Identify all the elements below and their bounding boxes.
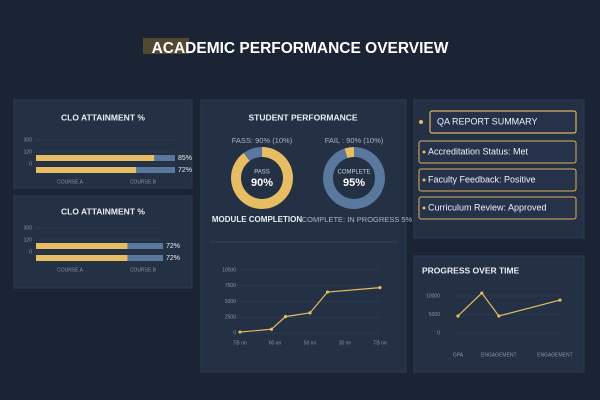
- point: [308, 311, 312, 315]
- center-label: PASS: [254, 170, 270, 176]
- x-tick-label: TB nn: [233, 340, 247, 346]
- title-accent: [143, 38, 189, 54]
- qa-title-box: [429, 110, 577, 134]
- bar: [36, 155, 155, 161]
- panel: [413, 255, 585, 373]
- x-tick-label: 30 nn: [339, 340, 352, 346]
- center-value: 90%: [251, 177, 273, 189]
- bullet: [422, 150, 426, 154]
- category-label: COURSE A: [57, 267, 84, 273]
- chart-title: FAIL : 90% (10%): [325, 136, 384, 145]
- x-tick-label: ENGAGEMENT: [481, 352, 517, 358]
- x-tick-label: 50 nn: [304, 340, 317, 346]
- point: [269, 327, 274, 331]
- y-tick-label: 5000: [225, 299, 236, 305]
- value-label: 72%: [166, 255, 180, 262]
- y-tick-label: 10000: [222, 267, 236, 273]
- bar: [36, 243, 128, 249]
- point: [378, 286, 382, 290]
- panel: [200, 99, 407, 373]
- bar: [36, 255, 128, 261]
- x-tick-label: 60 nn: [269, 340, 282, 346]
- bullet: [422, 206, 426, 210]
- axis-label: 120: [24, 237, 33, 243]
- axis-label: 0: [29, 161, 32, 167]
- y-tick-label: 7500: [225, 283, 236, 289]
- panel-title: STUDENT PERFORMANCE: [248, 112, 357, 122]
- axis-label: 120: [24, 149, 33, 155]
- bar: [36, 167, 137, 173]
- point: [325, 290, 330, 294]
- bullet: [419, 120, 423, 124]
- y-tick-label: 2500: [225, 315, 236, 321]
- qa-item-box: [418, 196, 577, 220]
- point: [558, 298, 562, 302]
- line: [239, 287, 381, 333]
- center-value: 95%: [343, 177, 365, 189]
- category-label: COURSE B: [130, 267, 157, 273]
- x-tick-label: ENGAGEMENT: [537, 352, 573, 358]
- y-tick-label: 0: [233, 330, 236, 336]
- axis-label: 0: [29, 249, 32, 255]
- x-tick-label: GPA: [453, 352, 464, 358]
- qa-item: Curriculum Review: Approved: [428, 202, 547, 212]
- panel: [13, 195, 193, 289]
- category-label: COURSE A: [57, 179, 84, 185]
- axis-label: 300: [24, 225, 33, 231]
- bullet: [422, 178, 426, 182]
- qa-item-box: [418, 140, 577, 164]
- point: [283, 315, 288, 319]
- page-title: ACADEMIC PERFORMANCE OVERVIEW: [152, 40, 449, 57]
- qa-item: Faculty Feedback: Positive: [428, 174, 536, 184]
- y-tick-label: 5000: [429, 312, 440, 318]
- point: [480, 291, 484, 295]
- donut-segment: [243, 147, 263, 162]
- chart-title: CLO ATTAINMENT %: [61, 112, 145, 122]
- qa-item-box: [418, 168, 577, 192]
- donut-segment: [344, 147, 355, 159]
- chart-title: FASS: 90% (10%): [232, 136, 293, 145]
- point: [238, 330, 242, 334]
- y-tick-label: 0: [437, 330, 440, 336]
- y-tick-label: 10000: [426, 293, 440, 299]
- point: [456, 314, 460, 318]
- qa-item: Accreditation Status: Met: [428, 146, 529, 156]
- line: [457, 292, 561, 317]
- panel: [13, 99, 193, 189]
- point: [497, 314, 501, 318]
- value-label: 72%: [178, 167, 192, 174]
- chart-title: PROGRESS OVER TIME: [422, 265, 520, 275]
- caption: MODULE COMPLETION: [212, 215, 302, 224]
- value-label: 72%: [166, 243, 180, 250]
- value-label: 85%: [178, 155, 192, 162]
- caption: COMPLETE: IN PROGRESS 5%: [302, 215, 413, 224]
- qa-title: QA REPORT SUMMARY: [437, 116, 538, 126]
- axis-label: 300: [24, 137, 33, 143]
- donut-segment: [231, 147, 293, 209]
- center-label: COMPLETE: [337, 170, 370, 176]
- x-tick-label: TB nn: [373, 340, 387, 346]
- chart-title: CLO ATTAINMENT %: [61, 206, 145, 216]
- donut-segment: [323, 147, 385, 209]
- category-label: COURSE B: [130, 179, 157, 185]
